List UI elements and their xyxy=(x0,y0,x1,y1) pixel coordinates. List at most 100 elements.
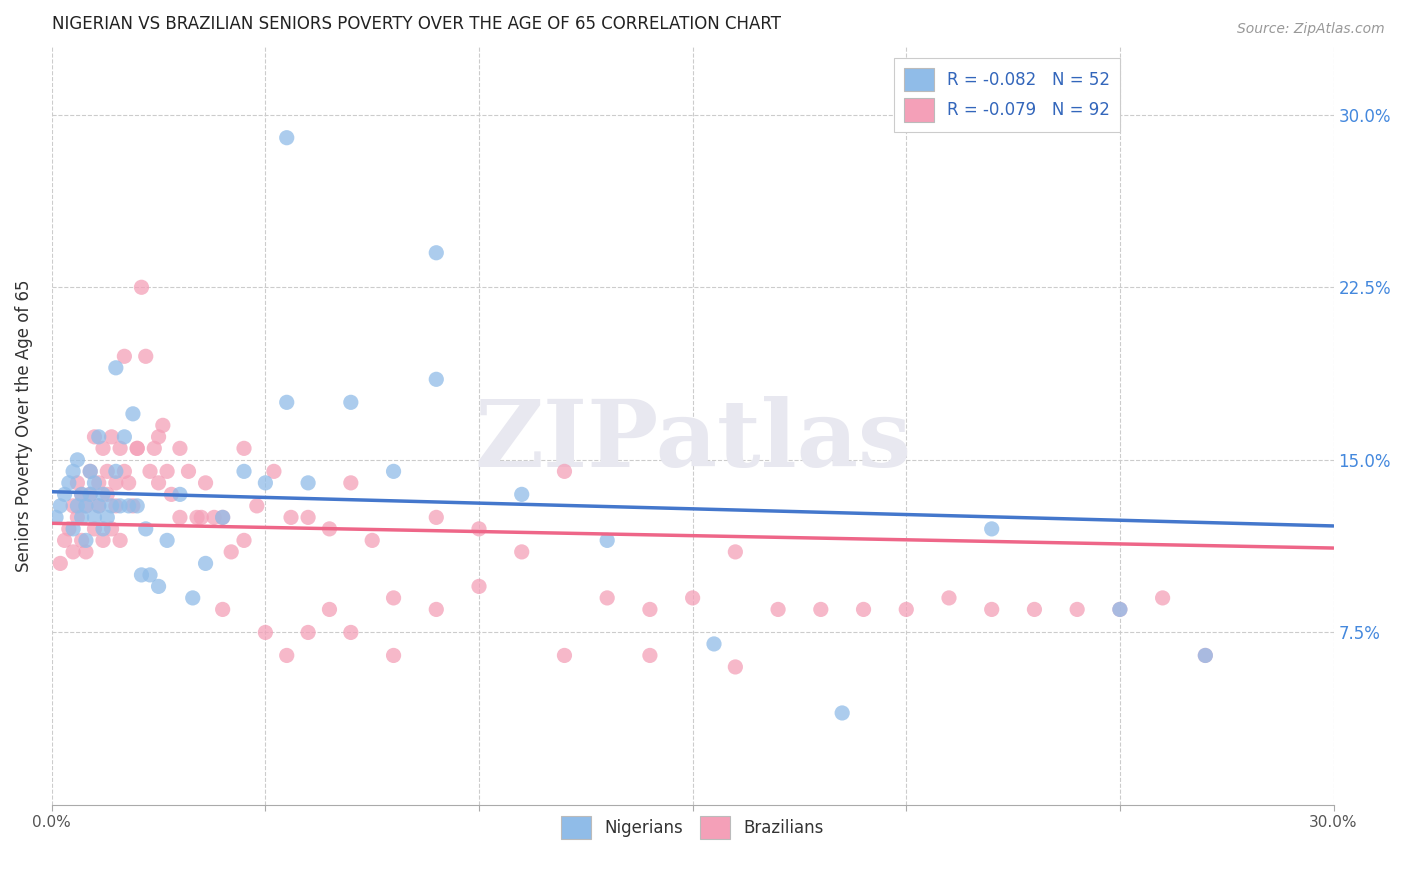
Point xyxy=(127,442,149,456)
Point xyxy=(468,579,491,593)
Point xyxy=(980,522,1002,536)
Point xyxy=(91,533,114,548)
Point xyxy=(70,487,93,501)
Point xyxy=(83,510,105,524)
Point xyxy=(194,557,217,571)
Point xyxy=(83,475,105,490)
Point xyxy=(425,510,447,524)
Point xyxy=(896,602,918,616)
Point xyxy=(181,591,204,605)
Point xyxy=(190,510,212,524)
Point xyxy=(1109,602,1132,616)
Point xyxy=(169,510,191,524)
Point xyxy=(340,625,363,640)
Point xyxy=(297,475,319,490)
Point xyxy=(100,499,122,513)
Point xyxy=(852,602,875,616)
Point xyxy=(70,533,93,548)
Point xyxy=(297,625,319,640)
Point xyxy=(45,510,67,524)
Point xyxy=(703,637,725,651)
Point xyxy=(382,464,405,478)
Point xyxy=(596,533,619,548)
Point xyxy=(980,602,1002,616)
Point xyxy=(49,499,72,513)
Point xyxy=(58,475,80,490)
Point xyxy=(425,372,447,386)
Point xyxy=(160,487,183,501)
Point xyxy=(104,475,127,490)
Point xyxy=(318,522,340,536)
Point xyxy=(156,464,179,478)
Point xyxy=(382,591,405,605)
Point xyxy=(66,453,89,467)
Point xyxy=(280,510,302,524)
Point xyxy=(104,464,127,478)
Text: ZIPatlas: ZIPatlas xyxy=(474,395,911,485)
Point xyxy=(70,487,93,501)
Point xyxy=(638,648,661,663)
Point xyxy=(318,602,340,616)
Point xyxy=(58,522,80,536)
Point xyxy=(177,464,200,478)
Point xyxy=(62,522,84,536)
Point xyxy=(91,442,114,456)
Point xyxy=(425,245,447,260)
Point xyxy=(87,499,110,513)
Point xyxy=(127,442,149,456)
Point xyxy=(510,487,533,501)
Point xyxy=(62,464,84,478)
Point xyxy=(91,487,114,501)
Point xyxy=(1152,591,1174,605)
Point xyxy=(211,602,233,616)
Point xyxy=(104,360,127,375)
Point xyxy=(75,499,97,513)
Point xyxy=(831,706,853,720)
Point xyxy=(75,499,97,513)
Point xyxy=(148,475,170,490)
Point xyxy=(510,545,533,559)
Point xyxy=(100,430,122,444)
Point xyxy=(66,499,89,513)
Point xyxy=(810,602,832,616)
Point xyxy=(1194,648,1216,663)
Point xyxy=(87,499,110,513)
Point xyxy=(169,442,191,456)
Point xyxy=(79,464,101,478)
Point xyxy=(1066,602,1088,616)
Text: Source: ZipAtlas.com: Source: ZipAtlas.com xyxy=(1237,22,1385,37)
Point xyxy=(100,522,122,536)
Point xyxy=(135,522,157,536)
Point xyxy=(53,487,76,501)
Point xyxy=(75,533,97,548)
Point xyxy=(425,602,447,616)
Point xyxy=(938,591,960,605)
Point xyxy=(1194,648,1216,663)
Point xyxy=(112,464,135,478)
Point xyxy=(83,430,105,444)
Point xyxy=(112,349,135,363)
Point xyxy=(148,430,170,444)
Point xyxy=(104,499,127,513)
Legend: Nigerians, Brazilians: Nigerians, Brazilians xyxy=(555,809,831,846)
Point xyxy=(276,130,298,145)
Point xyxy=(219,545,242,559)
Point xyxy=(139,464,162,478)
Point xyxy=(361,533,384,548)
Point xyxy=(91,522,114,536)
Point xyxy=(254,475,277,490)
Point xyxy=(118,499,141,513)
Point xyxy=(66,475,89,490)
Point xyxy=(139,568,162,582)
Point xyxy=(152,418,174,433)
Point xyxy=(66,510,89,524)
Point xyxy=(70,510,93,524)
Point xyxy=(263,464,285,478)
Point xyxy=(148,579,170,593)
Point xyxy=(724,545,747,559)
Point xyxy=(131,568,153,582)
Point xyxy=(276,648,298,663)
Point xyxy=(118,475,141,490)
Point xyxy=(83,522,105,536)
Point xyxy=(62,499,84,513)
